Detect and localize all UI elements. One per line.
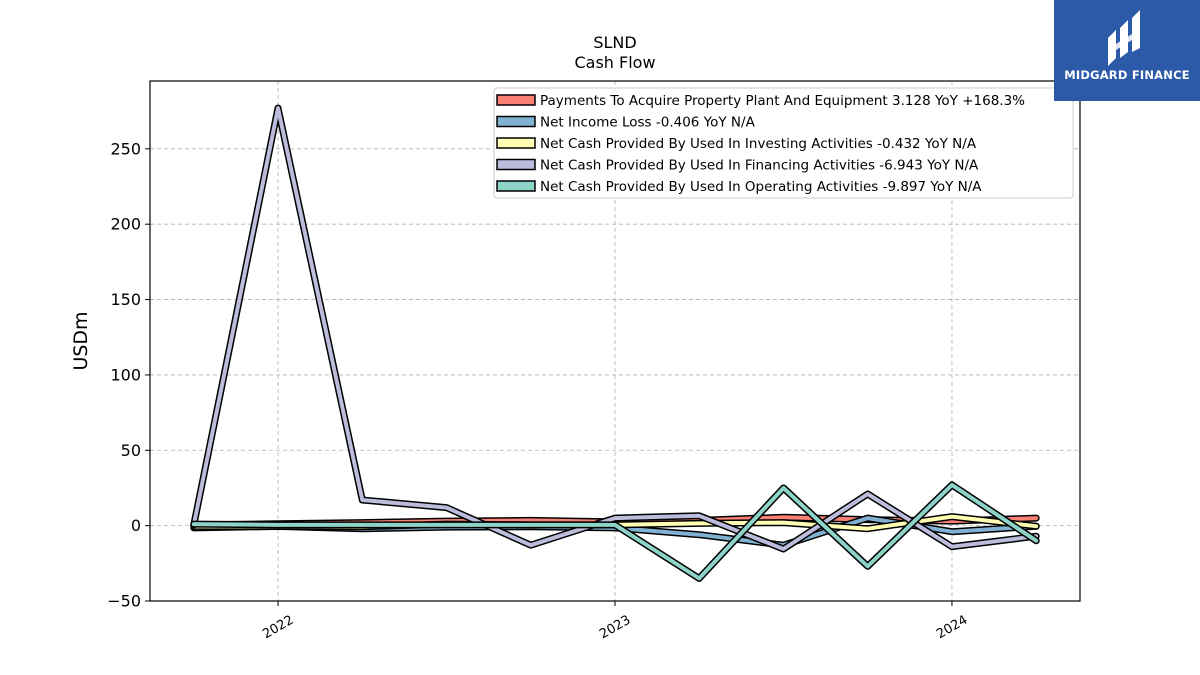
y-tick-label: 150 bbox=[110, 290, 141, 309]
legend-swatch bbox=[496, 158, 536, 171]
legend-box bbox=[493, 87, 1074, 199]
legend-swatch bbox=[496, 137, 536, 149]
legend-swatch bbox=[496, 115, 536, 128]
series-5 bbox=[190, 481, 1040, 582]
midgard-logo-icon bbox=[1108, 10, 1140, 66]
midgard-finance-logo: MIDGARD FINANCE bbox=[1054, 0, 1200, 101]
legend-entry: Net Cash Provided By Used In Investing A… bbox=[540, 136, 977, 152]
legend-entry: Net Cash Provided By Used In Financing A… bbox=[540, 158, 979, 174]
y-tick-label: −50 bbox=[107, 592, 141, 611]
y-tick-label: 0 bbox=[131, 516, 141, 535]
x-tick-label: 2024 bbox=[934, 613, 970, 643]
x-tick-label: 2022 bbox=[260, 613, 296, 643]
y-tick-label: 200 bbox=[110, 215, 141, 234]
y-tick-label: 50 bbox=[121, 441, 141, 460]
y-tick-label: 100 bbox=[110, 365, 141, 384]
legend-swatch bbox=[496, 180, 536, 192]
ticks: −50 0 50 100 150 200 250 2022 2023 2024 bbox=[107, 139, 970, 642]
legend-entry: Net Cash Provided By Used In Operating A… bbox=[540, 179, 982, 195]
y-tick-label: 250 bbox=[110, 139, 141, 158]
series-layer bbox=[190, 104, 1040, 582]
logo-text: MIDGARD FINANCE bbox=[1064, 68, 1190, 82]
legend-entry: Payments To Acquire Property Plant And E… bbox=[540, 93, 1025, 109]
y-axis-label: USDm bbox=[70, 311, 92, 370]
x-tick-label: 2023 bbox=[597, 613, 633, 643]
legend: Payments To Acquire Property Plant And E… bbox=[493, 87, 1074, 199]
chart-subtitle: Cash Flow bbox=[574, 53, 655, 72]
legend-entry: Net Income Loss -0.406 YoY N/A bbox=[540, 115, 756, 131]
series-4 bbox=[190, 104, 1040, 553]
legend-swatch bbox=[496, 94, 536, 106]
series-line bbox=[191, 106, 1039, 551]
series-line bbox=[191, 482, 1039, 581]
chart-title: SLND bbox=[593, 33, 636, 52]
